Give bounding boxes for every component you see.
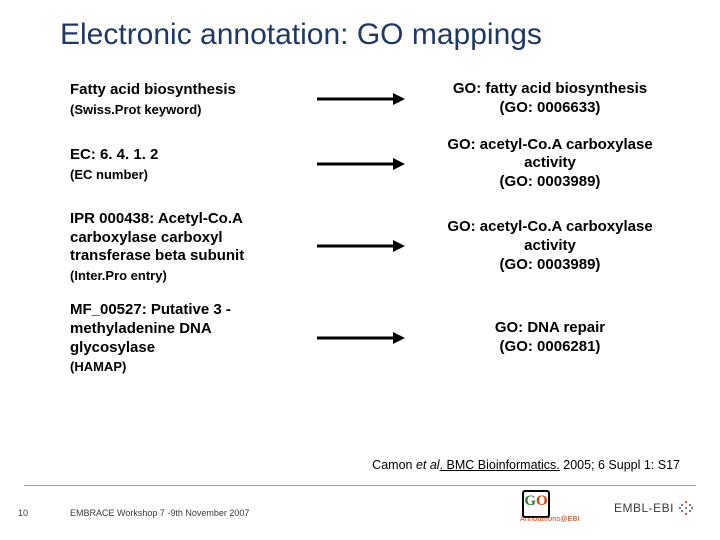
annotations-ebi-logo: GO Annotations@EBI	[522, 490, 592, 522]
source-main: EC: 6. 4. 1. 2	[70, 146, 300, 165]
source-main: IPR 000438: Acetyl-Co.A carboxylase carb…	[70, 210, 300, 266]
arrow-icon	[300, 238, 420, 254]
mapping-row: Fatty acid biosynthesis (Swiss.Prot keyw…	[70, 80, 680, 118]
mapping-source: EC: 6. 4. 1. 2 (EC number)	[70, 146, 300, 182]
arrow-icon	[300, 330, 420, 346]
embl-ebi-logo: EMBL-EBI	[614, 500, 694, 516]
annotations-label: Annotations@EBI	[520, 516, 580, 523]
source-main: Fatty acid biosynthesis	[70, 81, 300, 100]
slide-number: 10	[18, 508, 28, 518]
citation-authors: Camon	[372, 458, 416, 472]
footer-divider	[24, 485, 696, 486]
mapping-target: GO: fatty acid biosynthesis (GO: 0006633…	[420, 80, 680, 118]
embl-ebi-text: EMBL-EBI	[614, 501, 674, 515]
page-title: Electronic annotation: GO mappings	[60, 18, 680, 52]
target-line: GO: fatty acid biosynthesis	[420, 80, 680, 99]
mapping-row: EC: 6. 4. 1. 2 (EC number) GO: acetyl-Co…	[70, 136, 680, 192]
target-line: activity	[420, 154, 680, 173]
source-sub: (EC number)	[70, 167, 300, 182]
source-sub: (HAMAP)	[70, 359, 300, 374]
embl-ebi-dots-icon	[678, 500, 694, 516]
target-line: activity	[420, 237, 680, 256]
mapping-target: GO: DNA repair (GO: 0006281)	[420, 319, 680, 357]
mappings-content: Fatty acid biosynthesis (Swiss.Prot keyw…	[70, 80, 680, 392]
arrow-icon	[300, 156, 420, 172]
citation-etal: et al	[416, 458, 440, 472]
citation: Camon et al. BMC Bioinformatics. 2005; 6…	[372, 458, 680, 472]
mapping-row: MF_00527: Putative 3 -methyladenine DNA …	[70, 301, 680, 374]
mapping-source: Fatty acid biosynthesis (Swiss.Prot keyw…	[70, 81, 300, 117]
mapping-row: IPR 000438: Acetyl-Co.A carboxylase carb…	[70, 210, 680, 283]
target-line: GO: acetyl-Co.A carboxylase	[420, 136, 680, 155]
go-logo-icon: GO	[522, 490, 550, 518]
mapping-target: GO: acetyl-Co.A carboxylase activity (GO…	[420, 218, 680, 274]
target-line: GO: DNA repair	[420, 319, 680, 338]
target-line: (GO: 0006633)	[420, 99, 680, 118]
footer: 10 EMBRACE Workshop 7 -9th November 2007…	[0, 494, 720, 522]
citation-journal: . BMC Bioinformatics.	[440, 458, 560, 472]
mapping-source: MF_00527: Putative 3 -methyladenine DNA …	[70, 301, 300, 374]
mapping-source: IPR 000438: Acetyl-Co.A carboxylase carb…	[70, 210, 300, 283]
source-sub: (Inter.Pro entry)	[70, 268, 300, 283]
target-line: (GO: 0006281)	[420, 338, 680, 357]
target-line: (GO: 0003989)	[420, 173, 680, 192]
footer-text: EMBRACE Workshop 7 -9th November 2007	[70, 508, 249, 518]
arrow-icon	[300, 91, 420, 107]
source-main: MF_00527: Putative 3 -methyladenine DNA …	[70, 301, 300, 357]
target-line: GO: acetyl-Co.A carboxylase	[420, 218, 680, 237]
slide: Electronic annotation: GO mappings Fatty…	[0, 0, 720, 540]
source-sub: (Swiss.Prot keyword)	[70, 102, 300, 117]
citation-details: 2005; 6 Suppl 1: S17	[560, 458, 680, 472]
mapping-target: GO: acetyl-Co.A carboxylase activity (GO…	[420, 136, 680, 192]
target-line: (GO: 0003989)	[420, 256, 680, 275]
